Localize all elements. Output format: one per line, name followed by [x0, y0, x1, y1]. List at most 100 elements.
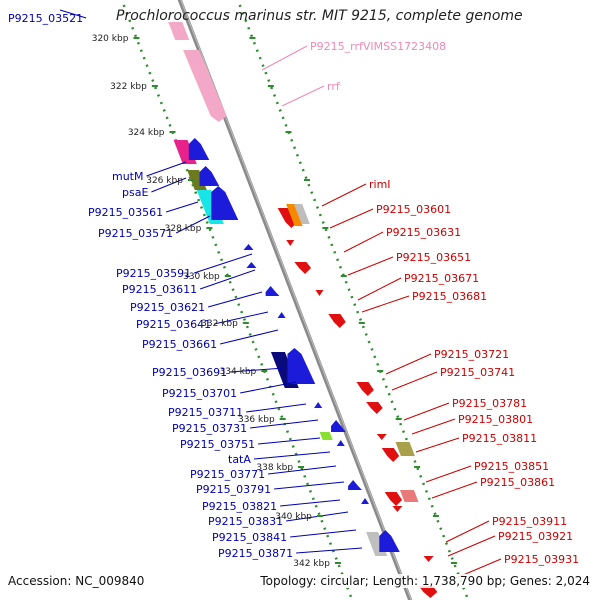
- leader-line-left: [230, 367, 285, 373]
- leader-line-left: [268, 465, 337, 475]
- leader-line-left: [151, 177, 187, 193]
- leader-lines: [59, 9, 502, 579]
- tick-label: 332 kbp: [201, 319, 238, 329]
- leader-line-left: [253, 451, 331, 460]
- leader-line-left: [296, 547, 363, 554]
- leader-line-left: [290, 529, 357, 538]
- leader-line-right: [403, 402, 450, 421]
- gene-block: [243, 244, 256, 250]
- gene-block-reverse: [418, 586, 438, 598]
- leader-line-left: [175, 215, 211, 234]
- left-gene-label: P9215_03641: [136, 318, 211, 331]
- leader-line-left: [258, 437, 321, 445]
- left-gene-label: P9215_03791: [196, 483, 271, 496]
- left-gene-label: tatA: [228, 453, 251, 466]
- gene-block-khaki: [395, 442, 415, 456]
- tick-label: 326 kbp: [146, 176, 183, 186]
- gene-block: [379, 530, 400, 552]
- left-gene-label: psaE: [122, 186, 148, 199]
- gene-block: [199, 166, 220, 186]
- gene-block: [331, 420, 346, 432]
- tick-label: 334 kbp: [220, 367, 257, 377]
- left-gene-label: P9215_03701: [162, 387, 237, 400]
- right-gene-label: P9215_03781: [452, 397, 527, 410]
- gene-block-lime: [319, 432, 333, 440]
- gene-block: [314, 402, 325, 408]
- leader-line-left: [193, 253, 253, 274]
- leader-line-right: [281, 85, 325, 107]
- leader-line-left: [246, 403, 307, 413]
- genome-title: Prochlorococcus marinus str. MIT 9215, c…: [116, 8, 523, 24]
- track-dotted-left: [120, 0, 354, 600]
- topology-text: Topology: circular; Length: 1,738,790 bp…: [260, 574, 590, 588]
- accession-text: Accession: NC_009840: [8, 574, 145, 588]
- gene-block-reverse: [390, 506, 403, 512]
- leader-line-right: [445, 520, 490, 543]
- right-gene-label: P9215_03861: [480, 476, 555, 489]
- gene-block-reverse: [328, 314, 346, 328]
- tick-label: 338 kbp: [256, 463, 293, 473]
- tick-label: 324 kbp: [128, 128, 165, 138]
- tick-labels: 320 kbp 322 kbp 324 kbp 326 kbp 328 kbp 330 k…: [92, 34, 457, 569]
- left-gene-label: P9215_03661: [142, 338, 217, 351]
- left-gene-label: P9215_03841: [212, 531, 287, 544]
- gene-block-reverse: [313, 290, 324, 296]
- leader-line-right: [361, 295, 410, 313]
- right-gene-label: rrf: [327, 80, 341, 93]
- gene-block-orange: [286, 204, 303, 226]
- track-dotted-right: [236, 0, 470, 600]
- gene-block: [348, 480, 362, 490]
- left-gene-label: P9215_03571: [98, 227, 173, 240]
- left-gene-label: P9215_03871: [218, 547, 293, 560]
- tick-label: 328 kbp: [165, 224, 202, 234]
- leader-line-right: [343, 231, 384, 253]
- left-gene-label: P9215_03611: [122, 283, 197, 296]
- left-gene-label: P9215_03691: [152, 366, 227, 379]
- leader-line-right: [431, 481, 478, 499]
- right-gene-label: P9215_03601: [376, 203, 451, 216]
- leader-line-left: [199, 269, 256, 290]
- right-gene-label: P9215_03681: [412, 290, 487, 303]
- gene-block: [287, 348, 316, 384]
- leader-line-right: [447, 535, 496, 557]
- leader-line-right: [357, 277, 402, 301]
- gene-block: [246, 262, 259, 268]
- left-gene-label: P9215_03771: [190, 468, 265, 481]
- leader-line-left: [146, 161, 187, 177]
- right-gene-label: rimI: [369, 178, 391, 191]
- features: [168, 22, 438, 598]
- gene-labels: P9215_03521 mutM psaE P9215_03561 P9215_0357…: [8, 12, 579, 566]
- leader-line-right: [261, 45, 308, 71]
- gene-block-reverse: [283, 240, 295, 246]
- gene-block: [361, 498, 372, 504]
- leader-line-right: [385, 353, 432, 375]
- gene-block-reverse: [374, 434, 387, 440]
- rna-block: [168, 22, 190, 40]
- left-gene-label: P9215_03521: [8, 12, 83, 25]
- tick-label: 330 kbp: [183, 272, 220, 282]
- right-gene-label: P9215_03921: [498, 530, 573, 543]
- left-gene-label: P9215_03751: [180, 438, 255, 451]
- right-gene-label: P9215_03911: [492, 515, 567, 528]
- leader-line-right: [415, 437, 460, 453]
- right-gene-label: P9215_03671: [404, 272, 479, 285]
- right-gene-label: P9215_03631: [386, 226, 461, 239]
- leader-line-right: [391, 371, 438, 391]
- leader-line-left: [250, 419, 319, 429]
- gene-block-reverse: [277, 208, 298, 228]
- tick-label: 320 kbp: [92, 34, 129, 44]
- rna-large-block: [183, 50, 227, 122]
- gene-block-reverse: [384, 492, 403, 506]
- leader-line-right: [347, 256, 394, 276]
- left-gene-label: P9215_03561: [88, 206, 163, 219]
- tick-label: 322 kbp: [110, 82, 147, 92]
- gene-block: [211, 186, 239, 220]
- left-gene-label: P9215_03711: [168, 406, 243, 419]
- right-gene-label: P9215_03741: [440, 366, 515, 379]
- right-gene-label: P9215_03721: [434, 348, 509, 361]
- left-gene-label: P9215_03621: [130, 301, 205, 314]
- left-gene-label: mutM: [112, 170, 144, 183]
- left-gene-label: P9215_03831: [208, 515, 283, 528]
- leader-line-left: [220, 329, 279, 345]
- tick-label: 336 kbp: [238, 415, 275, 425]
